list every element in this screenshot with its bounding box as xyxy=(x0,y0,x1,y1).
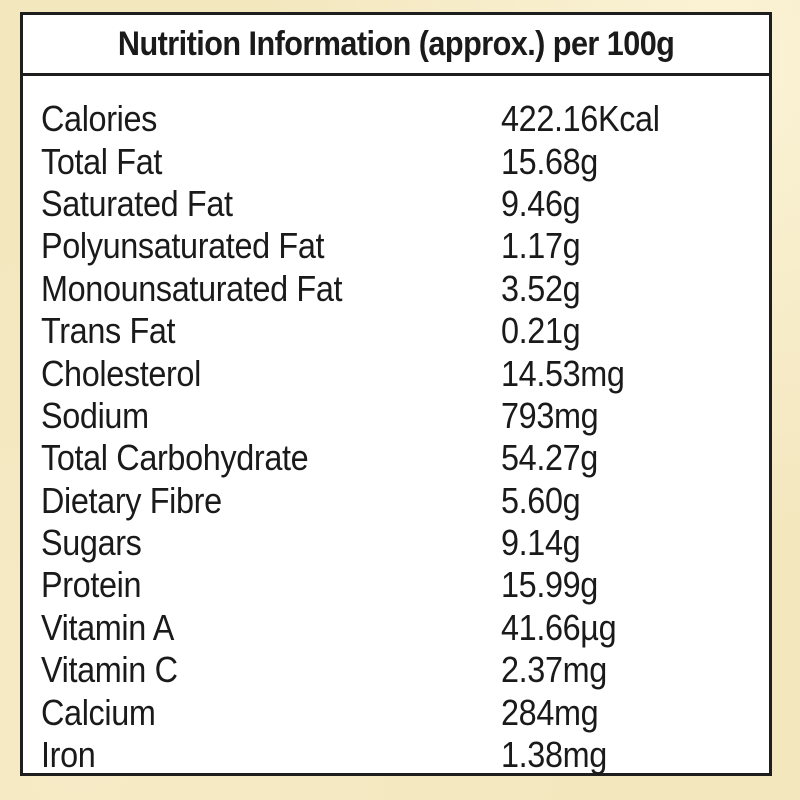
nutrient-label: Sodium xyxy=(41,394,149,436)
nutrient-row-protein: Protein 15.99g xyxy=(23,564,769,606)
nutrient-value: 0.21g xyxy=(501,310,581,352)
nutrient-row-trans-fat: Trans Fat 0.21g xyxy=(23,310,769,352)
nutrient-label: Protein xyxy=(41,564,142,606)
panel-title: Nutrition Information (approx.) per 100g xyxy=(117,24,675,63)
nutrient-value: 3.52g xyxy=(501,267,581,309)
nutrient-value: 15.68g xyxy=(501,140,598,182)
nutrient-row-sugars: Sugars 9.14g xyxy=(23,522,769,564)
nutrient-label: Vitamin C xyxy=(41,649,178,691)
nutrient-row-saturated-fat: Saturated Fat 9.46g xyxy=(23,183,769,225)
nutrient-row-vitamin-a: Vitamin A 41.66µg xyxy=(23,607,769,649)
nutrient-row-vitamin-c: Vitamin C 2.37mg xyxy=(23,649,769,691)
nutrient-value: 41.66µg xyxy=(501,606,617,648)
nutrient-label: Cholesterol xyxy=(41,352,201,394)
nutrient-value: 5.60g xyxy=(501,479,581,521)
nutrient-label: Dietary Fibre xyxy=(41,479,222,521)
nutrient-row-sodium: Sodium 793mg xyxy=(23,395,769,437)
nutrient-value: 422.16Kcal xyxy=(501,98,660,140)
nutrient-value: 54.27g xyxy=(501,437,598,479)
nutrient-value: 793mg xyxy=(501,394,599,436)
nutrient-row-total-fat: Total Fat 15.68g xyxy=(23,140,769,182)
nutrient-value: 15.99g xyxy=(501,564,598,606)
nutrient-row-cholesterol: Cholesterol 14.53mg xyxy=(23,352,769,394)
nutrient-label: Monounsaturated Fat xyxy=(41,267,343,309)
nutrient-label: Vitamin A xyxy=(41,606,175,648)
nutrient-row-calcium: Calcium 284mg xyxy=(23,691,769,733)
nutrient-value: 1.38mg xyxy=(501,734,607,776)
nutrient-label: Calcium xyxy=(41,691,156,733)
nutrient-label: Iron xyxy=(41,734,96,776)
nutrient-label: Total Carbohydrate xyxy=(41,437,309,479)
nutrient-row-polyunsaturated-fat: Polyunsaturated Fat 1.17g xyxy=(23,225,769,267)
nutrient-row-monounsaturated-fat: Monounsaturated Fat 3.52g xyxy=(23,268,769,310)
nutrient-label: Saturated Fat xyxy=(41,182,233,224)
nutrient-value: 9.14g xyxy=(501,522,581,564)
nutrient-list: Calories 422.16Kcal Total Fat 15.68g Sat… xyxy=(23,76,769,776)
nutrient-label: Total Fat xyxy=(41,140,163,182)
nutrient-value: 9.46g xyxy=(501,182,581,224)
nutrient-label: Trans Fat xyxy=(41,310,176,352)
nutrient-label: Calories xyxy=(41,98,157,140)
nutrient-row-calories: Calories 422.16Kcal xyxy=(23,98,769,140)
nutrient-value: 1.17g xyxy=(501,225,581,267)
nutrient-label: Sugars xyxy=(41,522,142,564)
nutrient-value: 2.37mg xyxy=(501,649,607,691)
nutrient-row-total-carbohydrate: Total Carbohydrate 54.27g xyxy=(23,437,769,479)
nutrition-panel: Nutrition Information (approx.) per 100g… xyxy=(20,12,772,776)
nutrient-label: Polyunsaturated Fat xyxy=(41,225,325,267)
panel-header: Nutrition Information (approx.) per 100g xyxy=(23,15,769,76)
nutrient-value: 284mg xyxy=(501,691,599,733)
nutrient-value: 14.53mg xyxy=(501,352,625,394)
nutrient-row-iron: Iron 1.38mg xyxy=(23,734,769,776)
nutrient-row-dietary-fibre: Dietary Fibre 5.60g xyxy=(23,480,769,522)
